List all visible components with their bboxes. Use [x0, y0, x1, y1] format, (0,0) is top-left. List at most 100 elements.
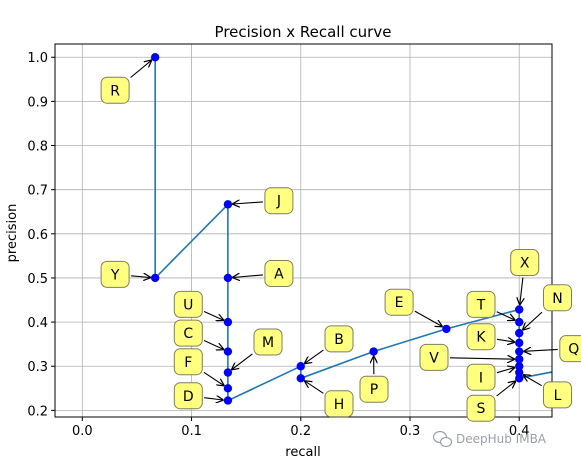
- annotation-box: [324, 390, 354, 418]
- data-point: [515, 355, 524, 364]
- annotation-box: [466, 323, 496, 351]
- annotation-box: [466, 290, 496, 318]
- y-tick-label: 0.9: [27, 95, 48, 110]
- x-tick-label: 0.3: [400, 424, 421, 439]
- data-point: [442, 324, 451, 334]
- annotation-arrow: [203, 371, 224, 385]
- annotation-arrow: [305, 349, 324, 363]
- annotation-T: T: [466, 290, 515, 320]
- y-tick-label: 0.7: [27, 184, 48, 199]
- annotation-arrow: [524, 349, 558, 351]
- annotation-C: C: [173, 319, 223, 349]
- x-tick-label: 0.0: [72, 424, 93, 439]
- data-point: [223, 317, 233, 327]
- annotation-arrow: [449, 358, 514, 359]
- data-point: [296, 362, 305, 371]
- watermark: DeepHub IMBA: [432, 430, 547, 448]
- annotation-arrow: [233, 202, 263, 204]
- annotation-arrow: [204, 398, 223, 400]
- annotation-H: H: [305, 381, 354, 418]
- annotation-label: X: [520, 256, 530, 272]
- annotation-arrow: [131, 276, 150, 278]
- annotation-label: N: [552, 291, 562, 307]
- annotation-U: U: [173, 290, 223, 321]
- chart-title: Precision x Recall curve: [215, 23, 392, 41]
- annotation-label: Y: [110, 267, 120, 283]
- annotation-label: E: [395, 295, 404, 311]
- annotation-label: S: [477, 401, 486, 417]
- annotation-arrow: [203, 310, 223, 321]
- annotation-label: F: [184, 355, 192, 371]
- annotation-arrow: [523, 311, 543, 330]
- annotation-arrow: [496, 311, 515, 320]
- data-point: [515, 374, 524, 383]
- annotation-J: J: [233, 187, 294, 215]
- annotation-X: X: [510, 249, 540, 305]
- axis-ticks: 0.0 0.1 0.2 0.3 0.4 0.2 0.3 0.4 0.5 0.6 0.7 0.8 0.9 1…: [27, 51, 529, 439]
- annotation-R: R: [100, 60, 151, 104]
- wechat-icon: [432, 430, 453, 448]
- grid-lines: [55, 44, 552, 417]
- annotation-N: N: [523, 284, 572, 330]
- annotation-label: U: [183, 297, 193, 313]
- data-point: [223, 396, 233, 405]
- annotation-box: [100, 260, 130, 288]
- y-tick-label: 0.8: [27, 140, 48, 155]
- y-tick-label: 1.0: [27, 51, 48, 66]
- data-point: [515, 368, 524, 377]
- data-point: [369, 347, 378, 356]
- point-annotations: RYJAUCMFDBHPEXTNKQVILSGO: [100, 60, 581, 422]
- annotation-E: E: [384, 288, 442, 326]
- annotation-box: [264, 260, 294, 287]
- x-tick-label: 0.2: [290, 424, 311, 439]
- data-point: [515, 317, 524, 327]
- annotation-arrow: [305, 381, 324, 394]
- annotation-box: [466, 363, 496, 391]
- data-point: [150, 53, 160, 62]
- annotation-L: L: [524, 375, 572, 409]
- annotation-arrow: [496, 368, 515, 373]
- x-axis-label: recall: [285, 445, 320, 460]
- y-tick-label: 0.4: [27, 316, 48, 331]
- data-point: [223, 273, 233, 283]
- watermark-text: DeepHub IMBA: [456, 432, 547, 446]
- annotation-box: [559, 335, 581, 363]
- annotation-box: [264, 187, 294, 215]
- annotation-box: [510, 249, 540, 276]
- data-point: [223, 347, 233, 356]
- annotation-arrow: [524, 375, 542, 387]
- annotation-box: [359, 375, 389, 403]
- annotation-label: Q: [568, 342, 579, 358]
- annotation-P: P: [359, 357, 389, 403]
- annotation-box: [173, 290, 203, 318]
- annotation-I: I: [466, 363, 515, 391]
- data-point: [223, 384, 233, 393]
- annotation-label: R: [110, 83, 120, 99]
- data-markers: [150, 53, 524, 405]
- y-tick-label: 0.2: [27, 404, 48, 419]
- annotation-arrow: [520, 277, 523, 305]
- annotation-label: I: [479, 370, 483, 386]
- annotation-V: V: [419, 343, 514, 371]
- annotation-box: [253, 328, 283, 356]
- annotation-A: A: [233, 260, 294, 287]
- annotation-box: [384, 288, 414, 316]
- data-point: [150, 273, 160, 283]
- annotation-M: M: [232, 328, 283, 370]
- annotation-box: [324, 325, 354, 353]
- annotation-K: K: [466, 323, 514, 351]
- annotation-label: P: [370, 382, 378, 398]
- annotation-box: [173, 348, 203, 376]
- annotation-Y: Y: [100, 260, 150, 288]
- annotation-box: [543, 381, 572, 409]
- annotation-arrow: [232, 353, 253, 370]
- annotation-arrow: [496, 339, 514, 342]
- annotation-label: L: [554, 388, 562, 404]
- annotation-label: D: [183, 389, 194, 405]
- annotation-label: H: [334, 397, 345, 413]
- annotation-B: B: [305, 325, 354, 363]
- annotation-box: [173, 382, 203, 410]
- data-point: [515, 305, 524, 314]
- annotation-arrow: [414, 310, 442, 326]
